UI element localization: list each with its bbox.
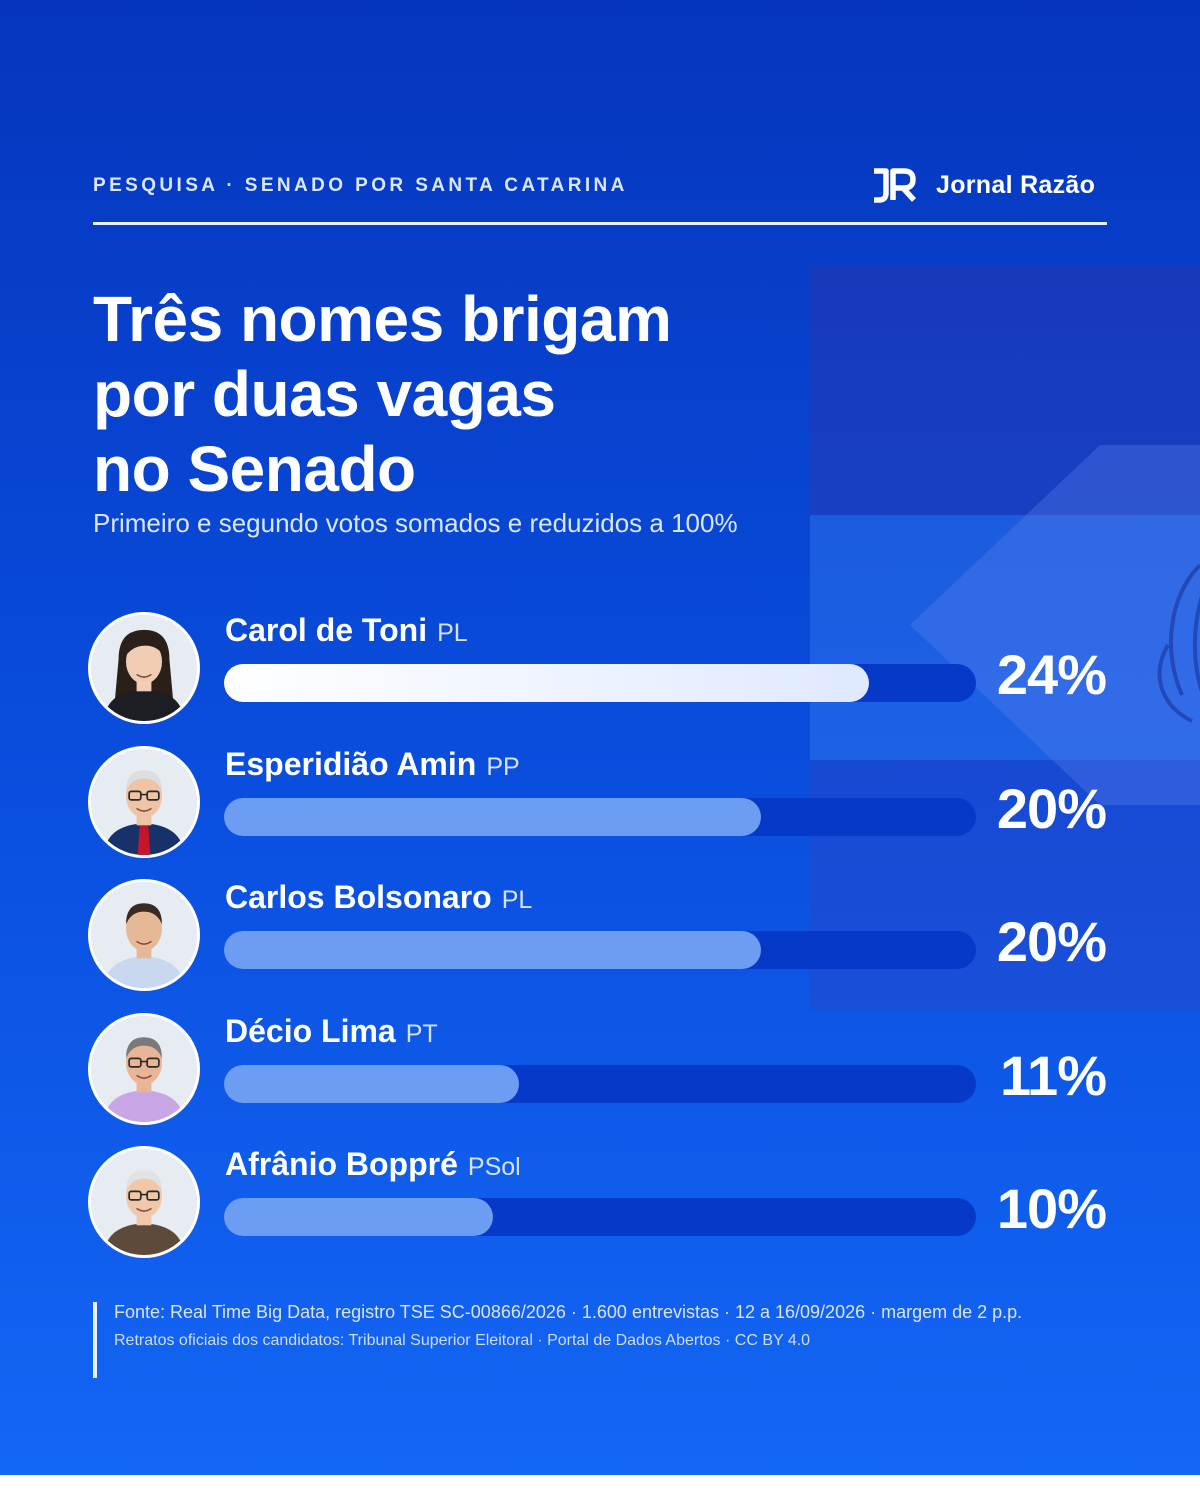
bar-fill [224, 1198, 493, 1236]
candidate-row: Décio Lima PT 11% [0, 1012, 1200, 1125]
candidate-party: PT [405, 1019, 438, 1048]
source-text: Fonte: Real Time Big Data, registro TSE … [114, 1302, 1023, 1322]
candidate-row: Afrânio Boppré PSol 10% [0, 1146, 1200, 1258]
bar-fill [224, 931, 761, 969]
flag-diamond-icon [910, 445, 1200, 805]
flag-band-top [810, 265, 1200, 515]
bar-value-label: 20% [996, 776, 1107, 840]
credits-text: Retratos oficiais dos candidatos: Tribun… [114, 1332, 811, 1349]
candidate-avatar [88, 1012, 200, 1125]
jornal-razao-logo-icon [874, 168, 917, 203]
candidate-row: Carlos Bolsonaro PL 20% [0, 879, 1200, 991]
bar-value-label: 20% [996, 910, 1107, 973]
candidate-name-text: Carlos Bolsonaro [225, 879, 492, 915]
candidate-name-text: Esperidião Amin [225, 745, 477, 782]
bar-track [224, 797, 976, 836]
candidate-party: PSol [467, 1153, 521, 1181]
bar-fill [224, 1064, 519, 1103]
candidate-avatar [88, 1146, 200, 1258]
source-note: Fonte: Real Time Big Data, registro TSE … [93, 1302, 1097, 1378]
avatar-portrait-icon [91, 882, 197, 988]
avatar-portrait-icon [91, 1149, 197, 1255]
candidate-name: Carol de Toni PL [225, 612, 468, 649]
bar-chart: Carol de Toni PL 24% Esperidião Amin PP 20% Ca… [0, 612, 1200, 1258]
chart-title: Três nomes brigam por duas vagas no Sena… [93, 282, 793, 507]
header-divider [93, 222, 1107, 225]
candidate-avatar [88, 745, 200, 858]
candidate-name: Carlos Bolsonaro PL [225, 879, 532, 916]
kicker-label: PESQUISA · SENADO POR SANTA CATARINA [93, 175, 628, 196]
bar-value-label: 24% [996, 643, 1107, 706]
candidate-name-text: Afrânio Boppré [225, 1146, 458, 1182]
candidate-name: Esperidião Amin PP [225, 746, 520, 783]
candidate-name-text: Carol de Toni [225, 612, 428, 648]
title-line-1: Três nomes brigam [93, 283, 672, 355]
candidate-avatar [88, 612, 200, 724]
candidate-name: Afrânio Boppré PSol [225, 1146, 521, 1183]
avatar-portrait-icon [91, 1015, 197, 1122]
candidate-party: PL [437, 619, 468, 647]
bar-track [224, 1198, 976, 1236]
candidate-avatar [88, 879, 200, 991]
candidate-party: PP [486, 752, 520, 781]
candidate-name-text: Décio Lima [225, 1012, 396, 1049]
avatar-portrait-icon [91, 615, 197, 721]
title-line-2: por duas vagas [93, 358, 556, 430]
bar-track [224, 931, 976, 969]
title-line-3: no Senado [93, 433, 416, 505]
brand-name: Jornal Razão [936, 170, 1096, 199]
brand: Jornal Razão [870, 165, 1095, 205]
bar-value-label: 11% [1000, 1043, 1107, 1107]
candidate-row: Carol de Toni PL 24% [0, 612, 1200, 724]
candidate-row: Esperidião Amin PP 20% [0, 745, 1200, 858]
bar-fill [224, 664, 869, 702]
bar-value-label: 10% [996, 1177, 1107, 1240]
candidate-party: PL [501, 886, 533, 914]
bar-track [224, 664, 976, 702]
bar-track [224, 1064, 976, 1103]
chart-subtitle: Primeiro e segundo votos somados e reduz… [93, 508, 738, 538]
candidate-name: Décio Lima PT [225, 1013, 438, 1050]
bar-fill [224, 797, 761, 836]
flag-band-middle [810, 515, 1200, 760]
avatar-portrait-icon [91, 748, 197, 855]
